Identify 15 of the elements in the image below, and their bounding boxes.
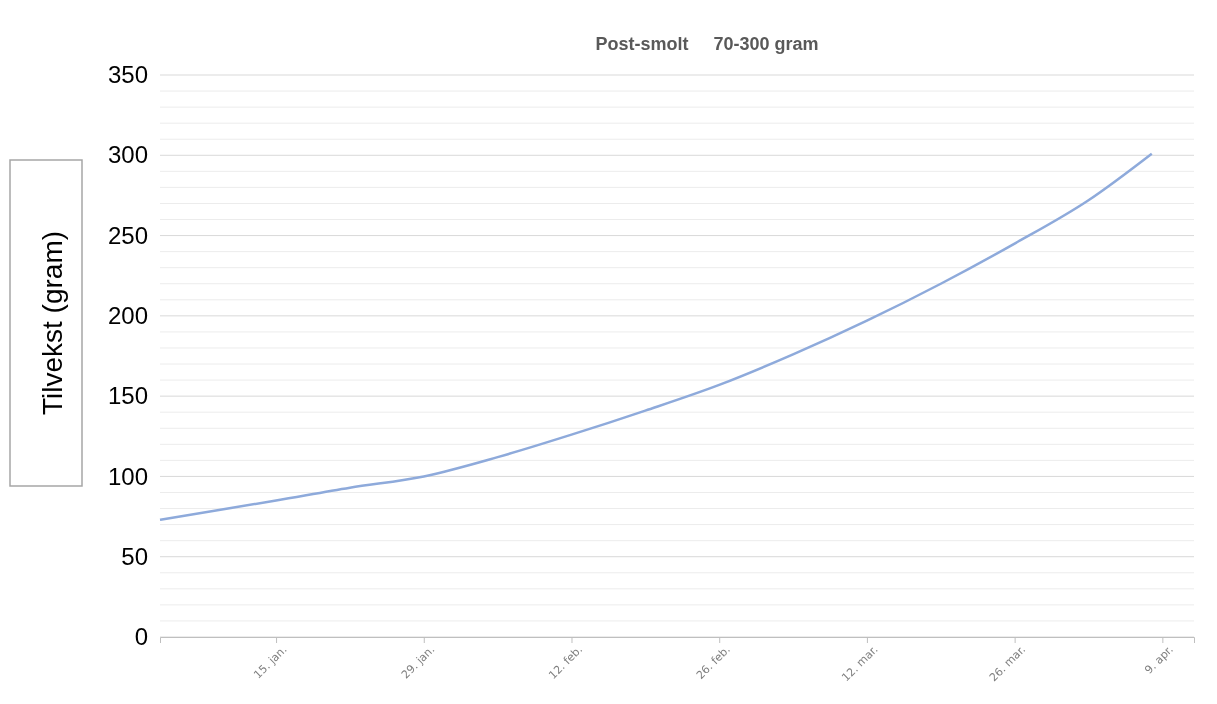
y-tick-label: 200 xyxy=(107,302,148,330)
y-tick-label: 350 xyxy=(107,61,148,89)
y-tick-label: 50 xyxy=(121,542,148,570)
y-tick-label: 100 xyxy=(107,462,148,490)
y-tick-label: 0 xyxy=(134,623,148,651)
y-tick-label: 150 xyxy=(107,382,148,410)
y-axis-title: Tilvekst (gram) xyxy=(36,230,68,416)
y-tick-label: 300 xyxy=(107,141,148,169)
x-tick-label: 26. feb. xyxy=(693,642,733,682)
x-tick-label: 15. jan. xyxy=(251,642,290,682)
chart-title: Post-smolt 70-300 gram xyxy=(595,34,819,54)
x-tick-label: 9. apr. xyxy=(1142,642,1176,677)
x-tick-label: 29. jan. xyxy=(398,642,438,682)
x-tick-label: 12. feb. xyxy=(546,642,586,682)
y-tick-label: 250 xyxy=(107,221,148,249)
